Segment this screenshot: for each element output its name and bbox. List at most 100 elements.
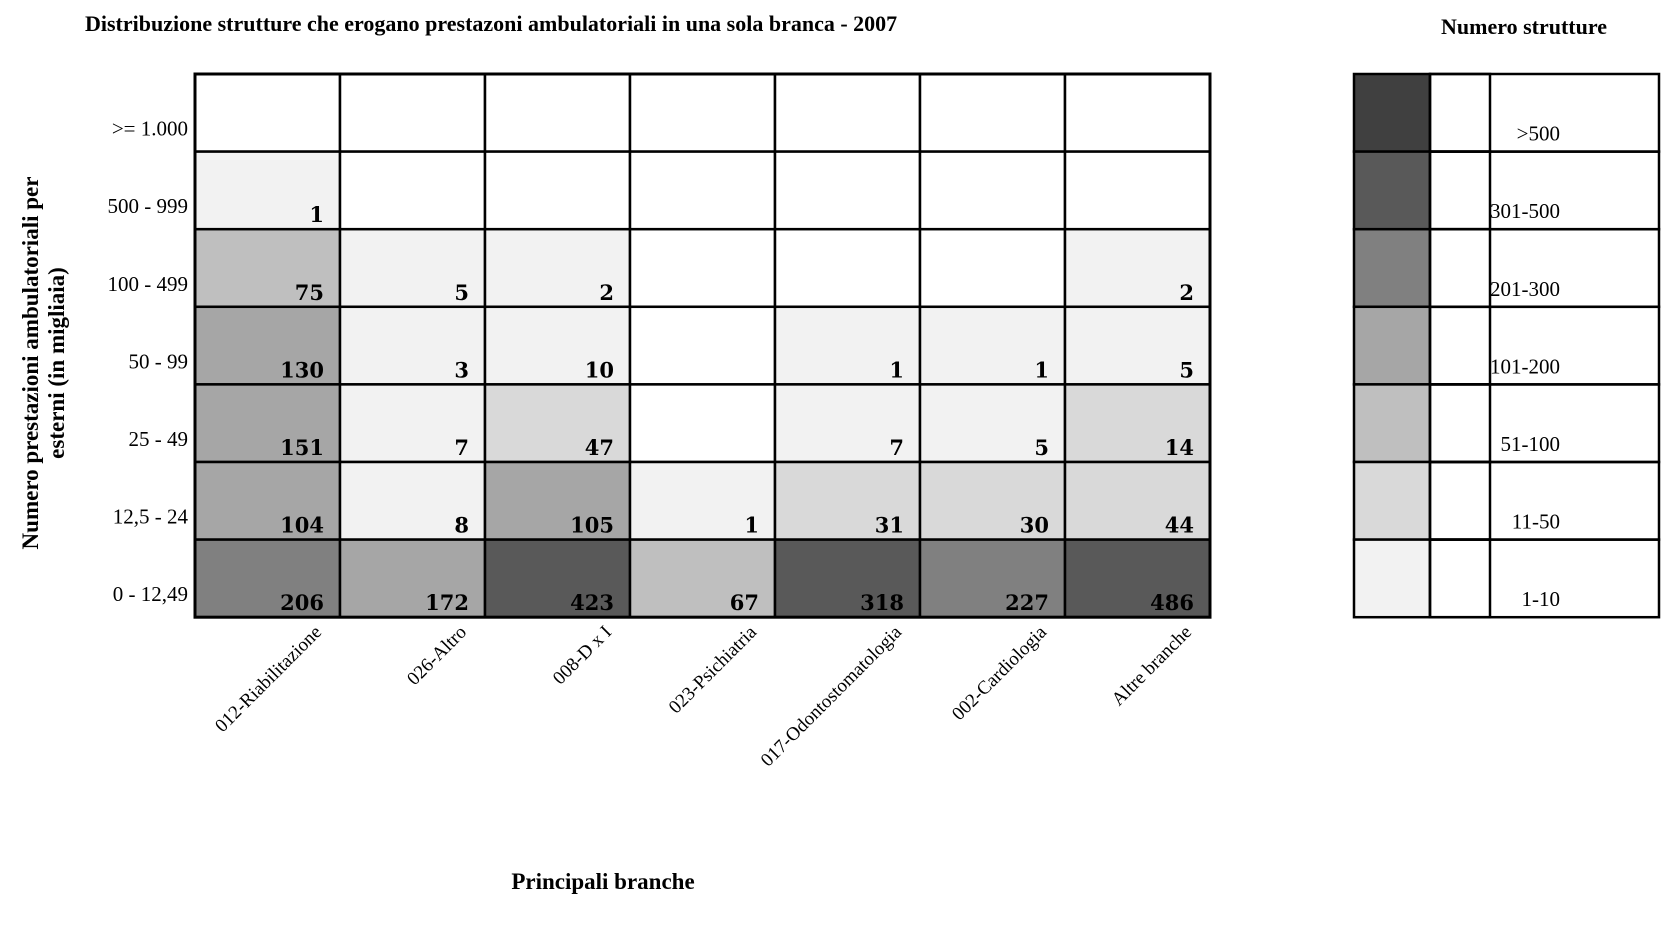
cell-value-label: 8 xyxy=(454,513,469,538)
legend-swatch xyxy=(1352,460,1432,541)
heatmap-cell xyxy=(918,305,1067,386)
x-tick-label: 023-Psichiatria xyxy=(665,621,762,718)
x-axis-title: Principali branche xyxy=(511,869,694,894)
cell-value-label: 5 xyxy=(454,280,469,305)
y-tick-label: 12,5 - 24 xyxy=(113,505,189,529)
legend-label-cell xyxy=(1428,227,1492,309)
y-tick-label: 0 - 12,49 xyxy=(113,582,188,606)
legend-label-cell xyxy=(1428,72,1492,153)
legend-swatch xyxy=(1352,72,1432,153)
y-tick-label: 500 - 999 xyxy=(108,194,189,218)
cell-value-label: 104 xyxy=(280,513,324,538)
heatmap-cell xyxy=(1063,72,1212,153)
legend-label: 11-50 xyxy=(1512,510,1560,534)
heatmap-cell xyxy=(918,460,1067,541)
heatmap-cell xyxy=(628,383,777,464)
cell-value-label: 151 xyxy=(280,435,324,460)
legend-label-cell xyxy=(1428,383,1492,464)
y-axis-title: Numero prestazioni ambulatoriali per este… xyxy=(18,177,69,550)
heatmap-cell xyxy=(918,72,1067,153)
heatmap-cell xyxy=(773,538,922,619)
cell-value-label: 2 xyxy=(1179,280,1194,305)
cell-value-label: 318 xyxy=(860,590,904,615)
heatmap-cell xyxy=(483,538,632,619)
legend-label-cell xyxy=(1428,538,1492,619)
heatmap-cell xyxy=(193,227,342,309)
heatmap-cell xyxy=(628,227,777,309)
heatmap-cell xyxy=(628,460,777,541)
legend-swatch xyxy=(1352,227,1432,309)
chart-title: Distribuzione strutture che erogano pres… xyxy=(85,11,897,36)
heatmap-cell xyxy=(1063,150,1212,231)
y-tick-label: 100 - 499 xyxy=(108,272,189,296)
cell-value-label: 206 xyxy=(280,590,324,615)
heatmap-cell xyxy=(483,305,632,386)
cell-value-label: 227 xyxy=(1005,590,1049,615)
heatmap-cell xyxy=(338,150,487,231)
legend-label: 51-100 xyxy=(1501,432,1561,456)
x-tick-label: Altre branche xyxy=(1108,622,1196,710)
cell-value-label: 5 xyxy=(1179,357,1194,382)
cell-value-label: 47 xyxy=(585,435,614,460)
legend-swatch xyxy=(1352,150,1432,231)
cell-value-label: 44 xyxy=(1165,513,1194,538)
x-tick-label: 002-Cardiologia xyxy=(948,621,1051,724)
heatmap-cell xyxy=(483,460,632,541)
heatmap-cell xyxy=(1063,383,1212,464)
legend-swatch xyxy=(1352,383,1432,464)
heatmap-cell xyxy=(628,72,777,153)
legend-swatch xyxy=(1352,538,1432,619)
heatmap-cell xyxy=(773,460,922,541)
legend-label: 201-300 xyxy=(1490,277,1560,301)
y-tick-label: >= 1.000 xyxy=(112,117,188,141)
heatmap-cell xyxy=(338,460,487,541)
heatmap-cell xyxy=(483,72,632,153)
cell-value-label: 31 xyxy=(875,513,904,538)
legend-label: 1-10 xyxy=(1522,587,1561,611)
cell-value-label: 486 xyxy=(1150,590,1194,615)
heatmap-cell xyxy=(483,383,632,464)
heatmap-cell xyxy=(628,305,777,386)
legend-label: 101-200 xyxy=(1490,354,1560,378)
legend-label-cell xyxy=(1428,150,1492,231)
heatmap-cell xyxy=(773,150,922,231)
legend-label-cell xyxy=(1428,305,1492,386)
legend-swatch xyxy=(1352,305,1432,386)
y-tick-label: 50 - 99 xyxy=(129,349,189,373)
heatmap-cell xyxy=(628,538,777,619)
heatmap-cell xyxy=(193,383,342,464)
x-tick-labels: 012-Riabilitazione 026-Altro 008-D x I 023-… xyxy=(211,621,1196,771)
cell-value-label: 7 xyxy=(454,435,469,460)
cell-value-label: 1 xyxy=(309,202,324,227)
cell-value-label: 1 xyxy=(889,357,904,382)
heatmap-cell xyxy=(773,72,922,153)
cell-value-label: 1 xyxy=(744,513,759,538)
heatmap-cell xyxy=(918,227,1067,309)
x-tick-label: 012-Riabilitazione xyxy=(211,622,326,737)
legend: >500 301-500 201-300 101-200 51-100 11-50 1-10 xyxy=(1352,72,1661,619)
legend-label-cell xyxy=(1428,460,1492,541)
cell-value-label: 30 xyxy=(1020,513,1049,538)
cell-value-label: 14 xyxy=(1165,435,1194,460)
cell-value-label: 75 xyxy=(295,280,324,305)
heatmap-cell xyxy=(773,227,922,309)
x-tick-label: 008-D x I xyxy=(549,622,616,689)
cell-value-label: 10 xyxy=(585,357,614,382)
cell-value-label: 67 xyxy=(730,590,759,615)
heatmap-cell xyxy=(338,72,487,153)
cell-value-label: 1 xyxy=(1034,357,1049,382)
heatmap-cell xyxy=(483,150,632,231)
heatmap-cell xyxy=(193,72,342,153)
y-axis-title-line: Numero prestazioni ambulatoriali per xyxy=(18,177,43,550)
cell-value-label: 7 xyxy=(889,435,904,460)
cell-value-label: 2 xyxy=(599,280,614,305)
y-tick-label: 25 - 49 xyxy=(129,427,189,451)
cell-value-label: 105 xyxy=(570,513,614,538)
cell-value-label: 130 xyxy=(280,357,324,382)
cell-value-label: 3 xyxy=(454,357,469,382)
cell-value-label: 172 xyxy=(425,590,469,615)
cell-value-label: 423 xyxy=(570,590,614,615)
heatmap-cell xyxy=(918,383,1067,464)
